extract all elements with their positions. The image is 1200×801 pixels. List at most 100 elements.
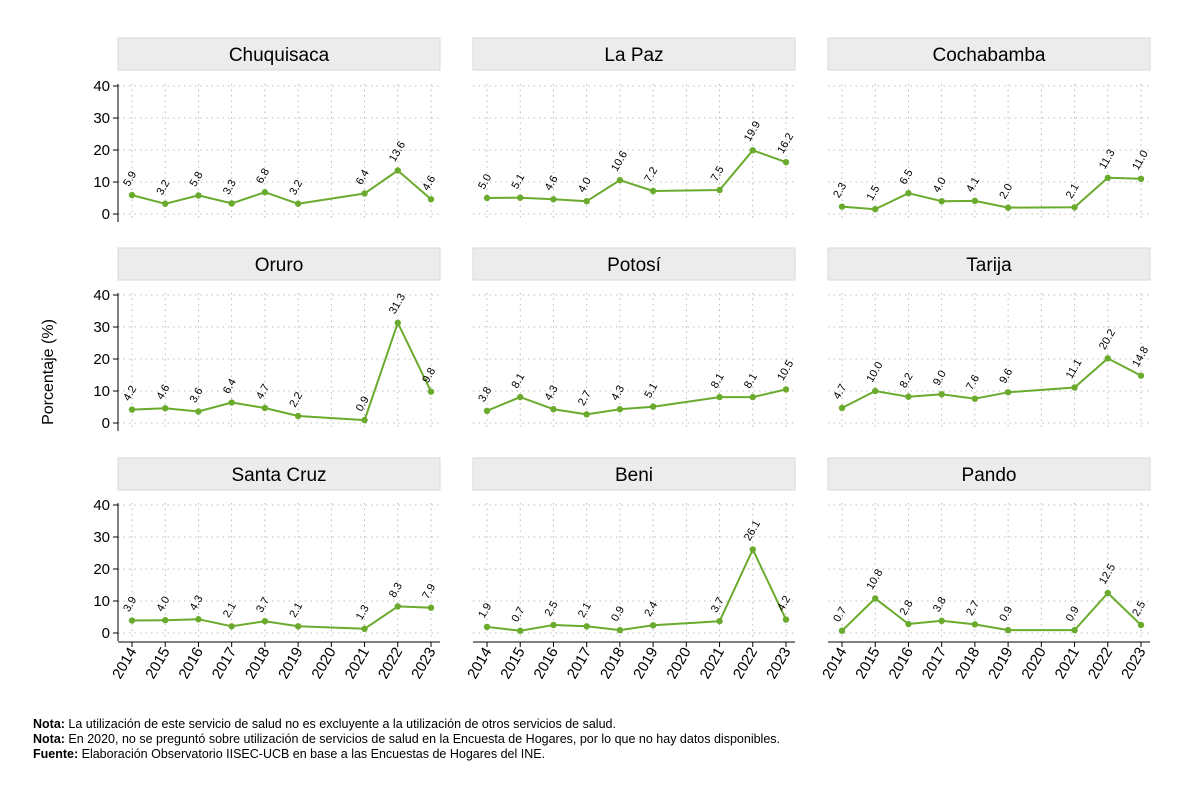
data-label: 4.6	[543, 174, 561, 193]
data-label: 10.6	[609, 149, 630, 174]
panel-cochabamba: Cochabamba 2.3 1.5 6.5 4.0 4.1 2.0 2.1 11.3 11.0	[827, 37, 1151, 220]
x-tick-label: 2018	[952, 645, 983, 682]
data-label: 9.8	[420, 366, 438, 385]
x-tick-label: 2023	[763, 645, 794, 682]
data-label: 4.3	[609, 383, 627, 402]
y-axis-title: Porcentaje (%)	[40, 319, 57, 425]
data-label: 2.1	[287, 601, 305, 620]
panel-potosi: Potosí 3.8 8.1 4.3 2.7 4.3 5.1 8.1 8.1 10.5	[472, 247, 796, 429]
data-point	[938, 391, 945, 398]
data-label: 8.1	[742, 371, 760, 390]
note-2-key: Nota:	[33, 732, 65, 746]
x-tick-label: 2021	[342, 645, 373, 682]
data-label: 14.8	[1130, 345, 1151, 370]
data-label: 2.2	[287, 390, 305, 409]
data-label: 13.6	[387, 139, 408, 164]
data-label: 4.2	[121, 384, 139, 403]
y-tick-label: 20	[93, 351, 110, 368]
data-label: 20.2	[1097, 327, 1118, 352]
data-point	[1137, 621, 1145, 629]
data-point	[294, 412, 302, 420]
data-label: 3.8	[931, 595, 949, 614]
series-line-tarija	[841, 357, 1142, 409]
y-tick-label: 10	[93, 174, 110, 191]
data-label: 2.7	[576, 389, 594, 408]
data-point	[361, 190, 368, 197]
data-point	[483, 194, 491, 202]
data-label: 0.7	[509, 605, 527, 624]
series-line-pando	[841, 592, 1142, 632]
data-label: 0.9	[354, 394, 372, 413]
data-point	[517, 194, 524, 201]
y-tick-label: 20	[93, 561, 110, 578]
data-label: 5.1	[509, 172, 527, 191]
data-point	[261, 617, 269, 625]
x-tick-label: 2019	[275, 645, 306, 682]
data-point	[162, 405, 169, 412]
panel-header-oruro	[117, 247, 441, 281]
data-point	[649, 403, 657, 410]
note-line-1: Nota: La utilización de este servicio de…	[33, 717, 780, 732]
panel-title-cochabamba: Cochabamba	[932, 45, 1045, 66]
footnotes: Nota: La utilización de este servicio de…	[33, 717, 780, 762]
note-line-2: Nota: En 2020, no se preguntó sobre util…	[33, 732, 780, 747]
source-key: Fuente:	[33, 747, 79, 761]
data-point	[616, 626, 624, 634]
data-point	[228, 623, 235, 630]
data-label: 6.4	[354, 168, 372, 187]
data-label: 4.6	[420, 174, 438, 193]
data-label: 4.3	[188, 593, 206, 612]
data-label: 0.7	[831, 605, 849, 624]
x-tick-label: 2021	[697, 645, 728, 682]
data-label: 2.0	[997, 182, 1015, 201]
panel-tarija: Tarija 4.7 10.0 8.2 9.0 7.6 9.6 11.1 20.2 14.8	[827, 247, 1151, 429]
data-label: 4.1	[964, 175, 982, 194]
data-point	[128, 191, 136, 199]
data-point	[583, 198, 590, 205]
data-point	[838, 203, 846, 210]
data-label: 8.1	[509, 371, 527, 390]
data-point	[583, 623, 590, 630]
data-point	[838, 404, 846, 412]
x-tick-label: 2015	[497, 645, 528, 682]
y-tick-label: 40	[93, 497, 110, 514]
data-label: 10.0	[864, 360, 885, 385]
data-point	[938, 198, 945, 205]
y-tick-label: 40	[93, 78, 110, 95]
panel-header-tarija	[827, 247, 1151, 281]
x-tick-label: 2019	[630, 645, 661, 682]
y-tick-label: 10	[93, 593, 110, 610]
y-tick-label: 0	[102, 625, 110, 642]
data-point	[394, 167, 401, 174]
data-label: 2.5	[1130, 599, 1148, 618]
data-label: 6.5	[898, 167, 916, 186]
data-label: 4.0	[154, 594, 172, 613]
data-point	[1071, 384, 1078, 391]
data-label: 4.2	[775, 594, 793, 613]
y-tick-label: 0	[102, 206, 110, 223]
data-point	[162, 617, 169, 624]
data-label: 6.4	[221, 377, 239, 396]
series-line-santa-cruz	[131, 605, 432, 630]
data-label: 4.0	[931, 175, 949, 194]
data-point	[517, 627, 524, 634]
panel-la-paz: La Paz 5.0 5.1 4.6 4.0 10.6 7.2 7.5 19.9 16.2	[472, 37, 796, 220]
x-tick-label: 2017	[919, 645, 950, 682]
data-point	[905, 190, 912, 197]
x-tick-label: 2022	[375, 645, 406, 682]
data-label: 7.9	[420, 582, 438, 601]
panel-title-tarija: Tarija	[966, 255, 1012, 276]
x-tick-label: 2018	[597, 645, 628, 682]
series-line-la-paz	[486, 149, 787, 203]
data-label: 3.6	[188, 386, 206, 405]
data-label: 10.8	[864, 567, 885, 592]
data-label: 11.0	[1130, 148, 1151, 172]
data-label: 11.3	[1097, 147, 1118, 171]
data-label: 1.5	[864, 183, 882, 202]
x-tick-label: 2016	[175, 645, 206, 682]
note-1-text: La utilización de este servicio de salud…	[64, 717, 616, 731]
data-label: 0.9	[997, 604, 1015, 623]
data-label: 3.9	[121, 595, 139, 614]
